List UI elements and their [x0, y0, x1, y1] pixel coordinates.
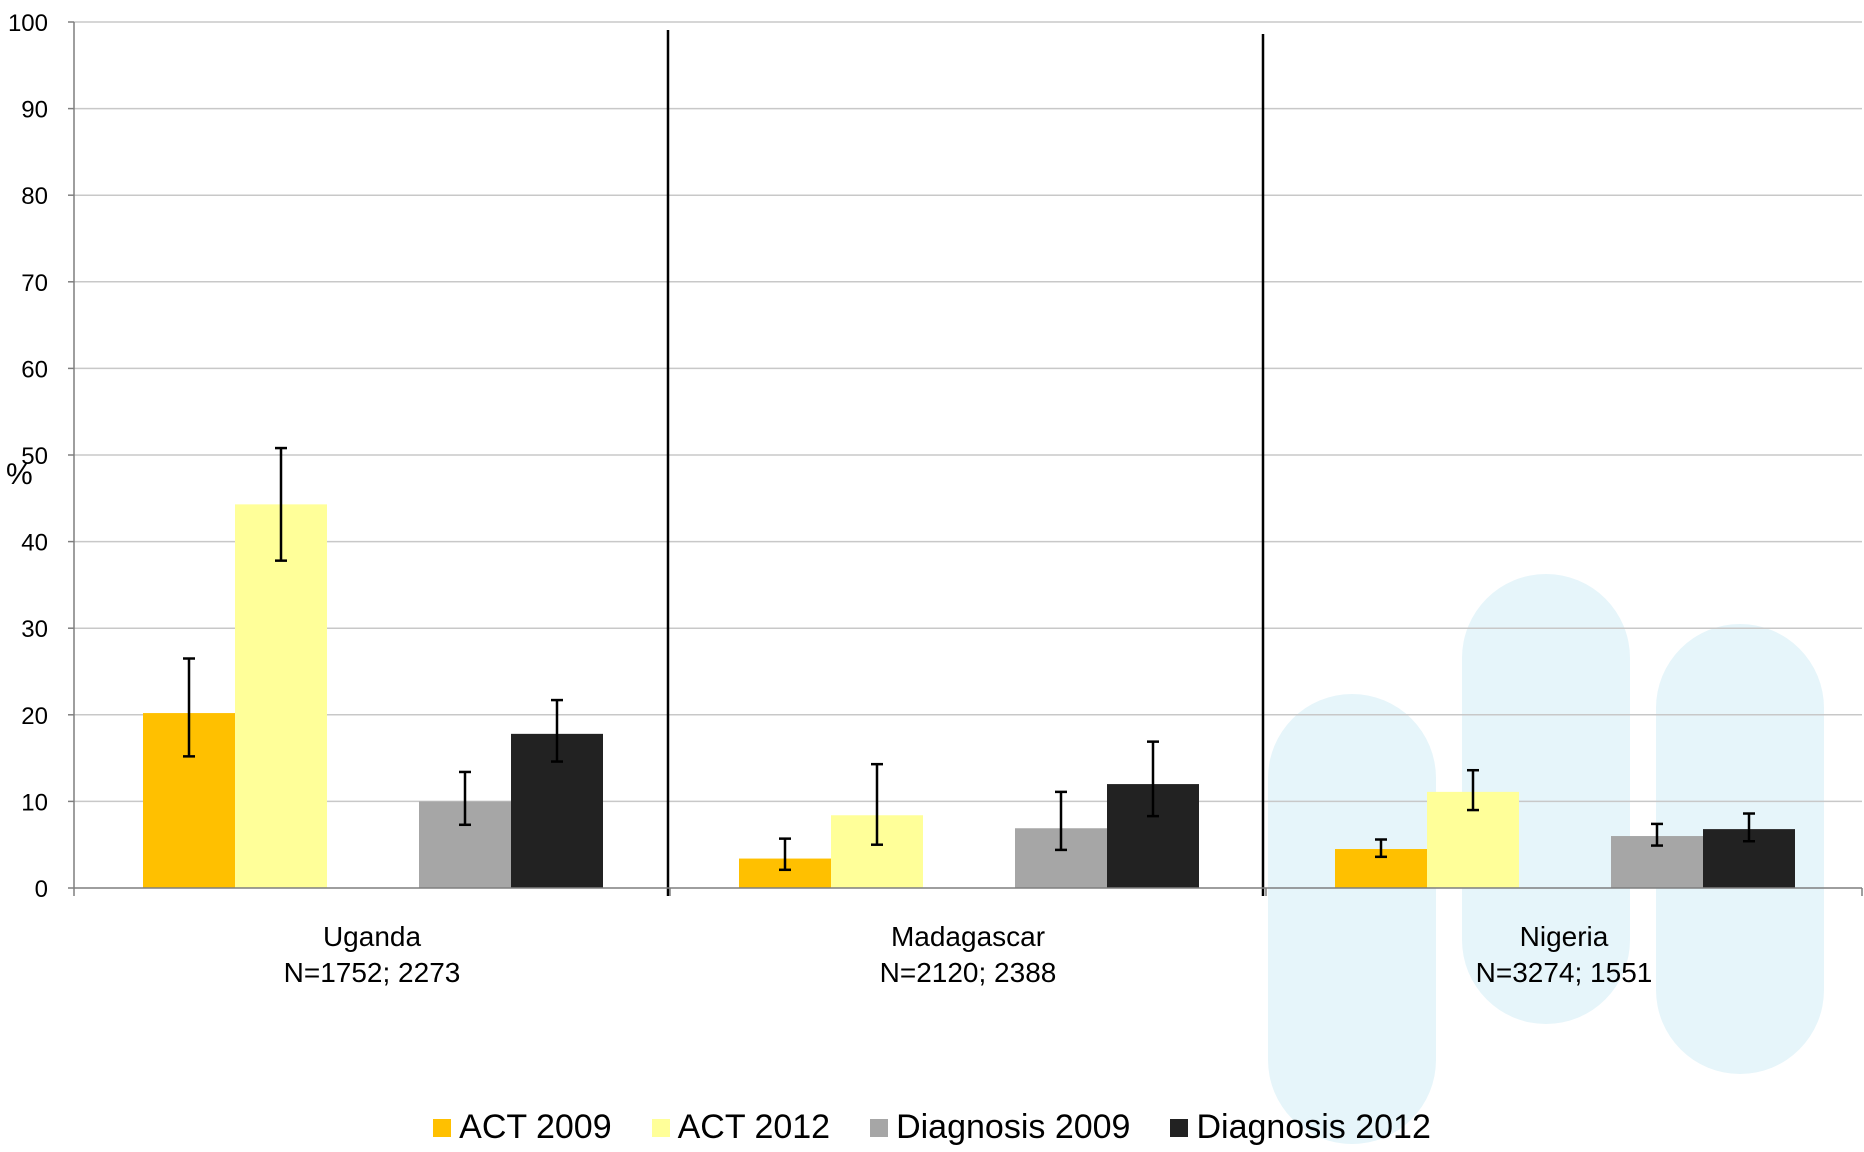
- legend-label: ACT 2009: [459, 1108, 612, 1146]
- legend-swatch: [870, 1118, 889, 1137]
- y-axis-label: %: [6, 458, 33, 491]
- legend-swatch: [433, 1118, 452, 1137]
- y-tick-label: 100: [8, 10, 48, 37]
- y-tick-label: 0: [35, 876, 48, 903]
- y-tick-label: 40: [21, 530, 48, 557]
- legend: ACT 2009 ACT 2012 Diagnosis 2009 Diagnosis …: [0, 1108, 1864, 1147]
- pills-watermark-icon: [1268, 574, 1824, 1144]
- legend-label: ACT 2012: [677, 1108, 831, 1146]
- error-bars: [183, 446, 1755, 872]
- category-n-label: N=3274; 1551: [1476, 957, 1653, 988]
- legend-label: Diagnosis 2012: [1196, 1108, 1431, 1146]
- y-tick-label: 90: [21, 97, 48, 124]
- axes: [68, 21, 1863, 896]
- legend-swatch: [651, 1118, 670, 1137]
- y-tick-labels: 0 10 20 30 40 50 60 70 80 90 100: [8, 10, 48, 903]
- y-tick-label: 80: [21, 183, 48, 210]
- legend-item: Diagnosis 2012: [1170, 1108, 1431, 1147]
- legend-swatch: [1170, 1118, 1189, 1137]
- category-label: Uganda: [323, 921, 422, 952]
- category-label: Madagascar: [891, 921, 1045, 952]
- category-n-label: N=2120; 2388: [880, 957, 1057, 988]
- category-labels: Uganda N=1752; 2273 Madagascar N=2120; 2388…: [284, 921, 1653, 988]
- group-dividers: [666, 30, 1265, 896]
- y-tick-label: 20: [21, 703, 48, 730]
- y-tick-label: 70: [21, 270, 48, 297]
- bars: [143, 504, 1795, 888]
- y-tick-label: 10: [21, 789, 48, 816]
- gridlines: [74, 21, 1862, 803]
- category-label: Nigeria: [1520, 921, 1609, 952]
- legend-item: ACT 2012: [651, 1108, 831, 1147]
- legend-label: Diagnosis 2009: [896, 1108, 1131, 1146]
- bar-act-2012: [235, 504, 327, 888]
- legend-item: Diagnosis 2009: [870, 1108, 1130, 1147]
- y-tick-label: 50: [21, 443, 48, 470]
- y-tick-label: 30: [21, 616, 48, 643]
- category-n-label: N=1752; 2273: [284, 957, 461, 988]
- y-tick-label: 60: [21, 356, 48, 383]
- legend-item: ACT 2009: [433, 1108, 612, 1147]
